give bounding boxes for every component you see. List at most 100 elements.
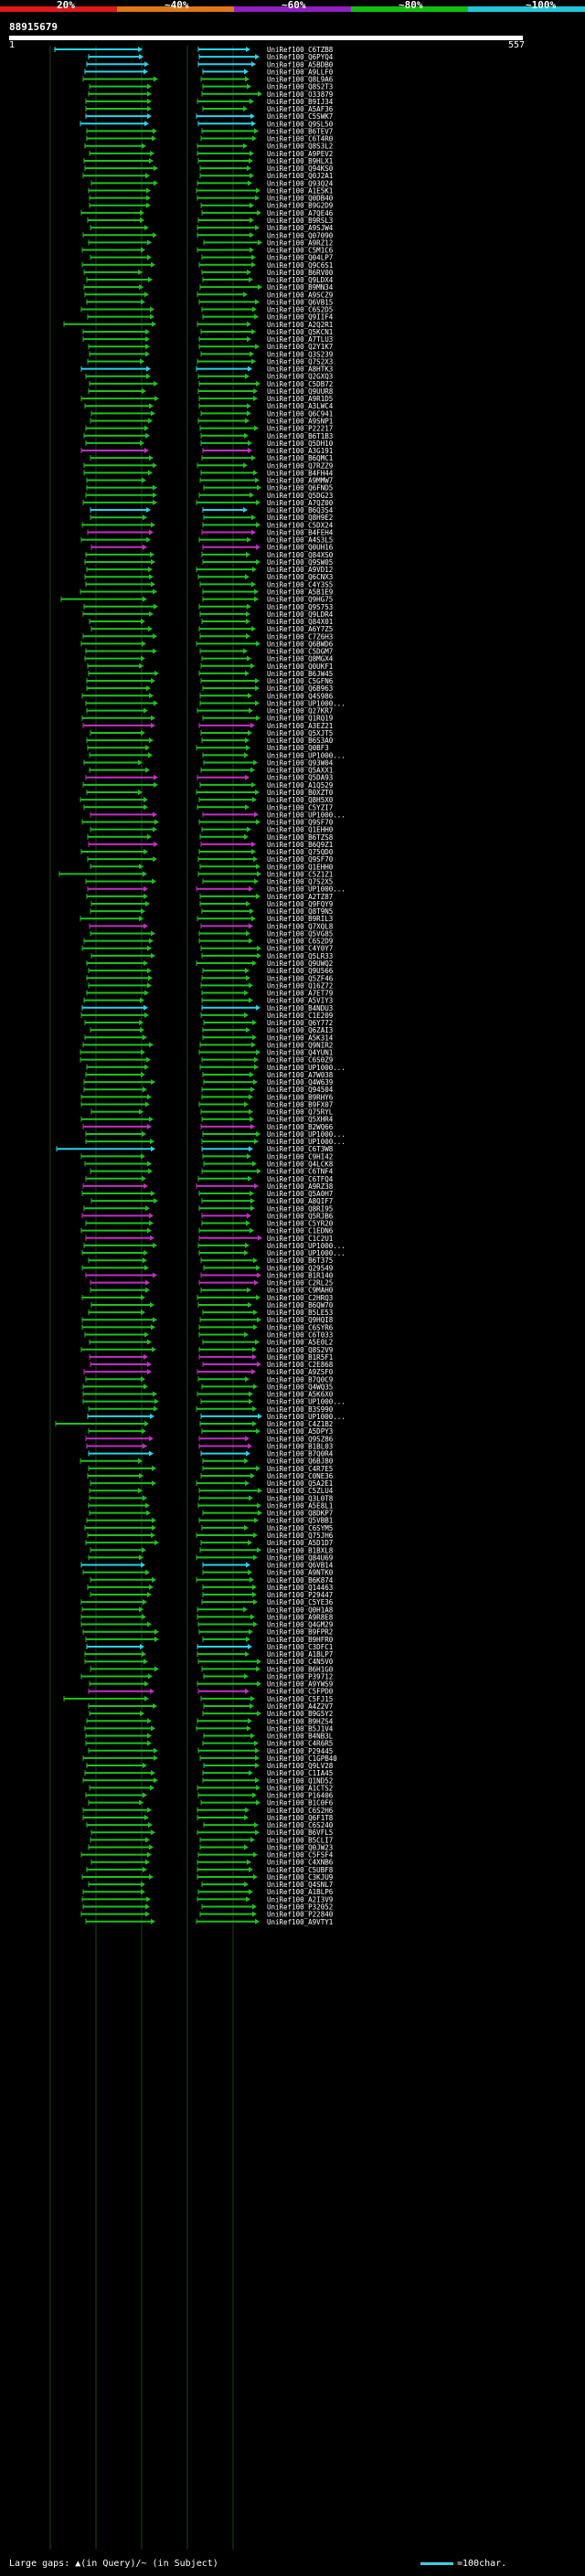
hit-label[interactable]: UniRef100_Q3L0T8 (267, 1494, 334, 1502)
hit-label[interactable]: UniRef100_Q5VBB1 (267, 1517, 333, 1525)
hit-label[interactable]: UniRef100_B4FH44 (267, 469, 334, 477)
hit-label[interactable]: UniRef100_C3KJU9 (267, 1873, 333, 1882)
hit-label[interactable]: UniRef100_A1BLP7 (267, 1650, 333, 1659)
hit-label[interactable]: UniRef100_B1BL03 (267, 1442, 333, 1450)
hit-label[interactable]: UniRef100_A9SJW4 (267, 224, 334, 232)
hit-label[interactable]: UniRef100_Q8T9N5 (267, 907, 333, 916)
hit-label[interactable]: UniRef100_A5K314 (267, 1034, 334, 1042)
hit-label[interactable]: UniRef100_A9LLF0 (267, 68, 334, 76)
hit-label[interactable]: UniRef100_C6T033 (267, 1330, 333, 1339)
hit-label[interactable]: UniRef100_B6QMC1 (267, 454, 333, 462)
hit-label[interactable]: UniRef100_B9HZS4 (267, 1717, 334, 1725)
hit-label[interactable]: UniRef100_Q6VB15 (267, 298, 333, 306)
hit-label[interactable]: UniRef100_UP1000... (267, 699, 346, 707)
hit-label[interactable]: UniRef100_A9SNP1 (267, 418, 333, 426)
hit-label[interactable]: UniRef100_P32052 (267, 1903, 333, 1912)
hit-label[interactable]: UniRef100_B0XZT0 (267, 789, 334, 797)
hit-label[interactable]: UniRef100_Q6Y772 (267, 1019, 333, 1027)
hit-label[interactable]: UniRef100_C1C2U1 (267, 1235, 333, 1243)
hit-label[interactable]: UniRef100_C2RL25 (267, 1279, 333, 1288)
hit-label[interactable]: UniRef100_B9RHY6 (267, 1093, 334, 1101)
hit-label[interactable]: UniRef100_Q5VG85 (267, 929, 333, 938)
hit-label[interactable]: UniRef100_Q0UH16 (267, 544, 334, 552)
hit-label[interactable]: UniRef100_Q9UWQ2 (267, 959, 333, 968)
hit-label[interactable]: UniRef100_C6T4R0 (267, 135, 334, 143)
hit-label[interactable]: UniRef100_UP1000... (267, 1249, 346, 1257)
hit-label[interactable]: UniRef100_A9RZ38 (267, 1182, 334, 1191)
hit-label[interactable]: UniRef100_C4R7E5 (267, 1465, 333, 1473)
hit-label[interactable]: UniRef100_C6TNF4 (267, 1168, 334, 1176)
hit-label[interactable]: UniRef100_A4Z2V7 (267, 1702, 333, 1711)
hit-label[interactable]: UniRef100_Q9HG75 (267, 596, 333, 604)
hit-label[interactable]: UniRef100_A9R8E8 (267, 1613, 334, 1621)
hit-label[interactable]: UniRef100_Q9LDX4 (267, 276, 334, 284)
hit-label[interactable]: UniRef100_B6T1B3 (267, 432, 333, 440)
hit-label[interactable]: UniRef100_Q5KCN1 (267, 328, 333, 336)
hit-label[interactable]: UniRef100_C1GPB40 (267, 1754, 337, 1763)
hit-label[interactable]: UniRef100_UP1000... (267, 1138, 346, 1146)
hit-label[interactable]: UniRef100_Q04LP7 (267, 254, 333, 262)
hit-label[interactable]: UniRef100_P29447 (267, 1591, 333, 1599)
hit-label[interactable]: UniRef100_Q6BJ80 (267, 1458, 334, 1466)
hit-label[interactable]: UniRef100_Q8H5X0 (267, 796, 334, 804)
hit-label[interactable]: UniRef100_B6Q9Z1 (267, 841, 333, 849)
hit-label[interactable]: UniRef100_C5SWK7 (267, 112, 333, 121)
hit-label[interactable]: UniRef100_Q4GM29 (267, 1621, 333, 1629)
hit-label[interactable]: UniRef100_B6K874 (267, 1576, 334, 1585)
hit-label[interactable]: UniRef100_A9VD12 (267, 566, 333, 574)
hit-label[interactable]: UniRef100_Q5RJB6 (267, 1212, 334, 1220)
hit-label[interactable]: UniRef100_Q9SZ86 (267, 1435, 334, 1443)
hit-label[interactable]: UniRef100_A3EZ21 (267, 722, 333, 730)
hit-label[interactable]: UniRef100_B9RIL3 (267, 915, 333, 923)
hit-label[interactable]: UniRef100_B9IJ34 (267, 98, 334, 106)
hit-label[interactable]: UniRef100_UP1000... (267, 811, 346, 819)
hit-label[interactable]: UniRef100_Q1EHH0 (267, 826, 334, 834)
hit-label[interactable]: UniRef100_A3G191 (267, 447, 333, 455)
hit-label[interactable]: UniRef100_B1R140 (267, 1271, 334, 1279)
hit-label[interactable]: UniRef100_Q27KR7 (267, 707, 333, 716)
hit-label[interactable]: UniRef100_Q94KS0 (267, 164, 334, 173)
hit-label[interactable]: UniRef100_A5D1D7 (267, 1539, 333, 1547)
hit-label[interactable]: UniRef100_UP1000... (267, 1398, 346, 1406)
hit-label[interactable]: UniRef100_A2Q2R1 (267, 321, 333, 329)
hit-label[interactable]: UniRef100_B9G2D9 (267, 202, 333, 210)
hit-label[interactable]: UniRef100_A9SCZ9 (267, 291, 333, 299)
hit-label[interactable]: UniRef100_Q0DB40 (267, 195, 334, 203)
hit-label[interactable]: UniRef100_A5AF36 (267, 105, 334, 113)
hit-label[interactable]: UniRef100_Q5LR33 (267, 952, 333, 960)
hit-label[interactable]: UniRef100_Q6VB14 (267, 1562, 334, 1570)
hit-label[interactable]: UniRef100_B1BXL8 (267, 1546, 334, 1554)
hit-label[interactable]: UniRef100_Q5A2E1 (267, 1479, 333, 1488)
hit-label[interactable]: UniRef100_A7ET79 (267, 990, 333, 998)
hit-label[interactable]: UniRef100_UP1000... (267, 1242, 346, 1250)
hit-label[interactable]: UniRef100_Q9FQY9 (267, 900, 333, 908)
hit-label[interactable]: UniRef100_A9ZSF0 (267, 1368, 334, 1376)
hit-label[interactable]: UniRef100_A5K6X0 (267, 1391, 334, 1399)
hit-label[interactable]: UniRef100_A8QIF7 (267, 1197, 333, 1205)
hit-label[interactable]: UniRef100_Q16Z72 (267, 981, 333, 990)
hit-label[interactable]: UniRef100_UP1000... (267, 1413, 346, 1421)
hit-label[interactable]: UniRef100_A9RZ12 (267, 239, 333, 247)
hit-label[interactable]: UniRef100_Q0H1A8 (267, 1606, 334, 1614)
hit-label[interactable]: UniRef100_C5Z1Z1 (267, 870, 333, 878)
hit-label[interactable]: UniRef100_C6S240 (267, 1821, 334, 1829)
hit-label[interactable]: UniRef100_C3DFC1 (267, 1643, 333, 1651)
hit-label[interactable]: UniRef100_B2WQ66 (267, 1123, 334, 1131)
hit-label[interactable]: UniRef100_A6Y7Z5 (267, 625, 333, 633)
hit-label[interactable]: UniRef100_Q0UKF1 (267, 663, 333, 671)
hit-label[interactable]: UniRef100_B9HLX1 (267, 157, 333, 165)
hit-label[interactable]: UniRef100_A5E0L2 (267, 1339, 333, 1347)
hit-label[interactable]: UniRef100_C4Y3S5 (267, 580, 333, 588)
hit-label[interactable]: UniRef100_Q8H9E2 (267, 514, 333, 522)
hit-label[interactable]: UniRef100_A9PEV2 (267, 150, 333, 158)
hit-label[interactable]: UniRef100_B6Q3S4 (267, 506, 334, 514)
hit-label[interactable]: UniRef100_A7TLU3 (267, 335, 333, 344)
hit-label[interactable]: UniRef100_A8HTK3 (267, 366, 333, 374)
hit-label[interactable]: UniRef100_Q6BWD6 (267, 640, 334, 648)
hit-label[interactable]: UniRef100_Q84U69 (267, 1553, 333, 1562)
hit-label[interactable]: UniRef100_UP1000... (267, 1064, 346, 1072)
hit-label[interactable]: UniRef100_Q5DG23 (267, 492, 333, 500)
hit-label[interactable]: UniRef100_C6SYM5 (267, 1524, 333, 1532)
hit-label[interactable]: UniRef100_Q0J2A1 (267, 172, 333, 180)
hit-label[interactable]: UniRef100_Q8MGX4 (267, 655, 334, 663)
